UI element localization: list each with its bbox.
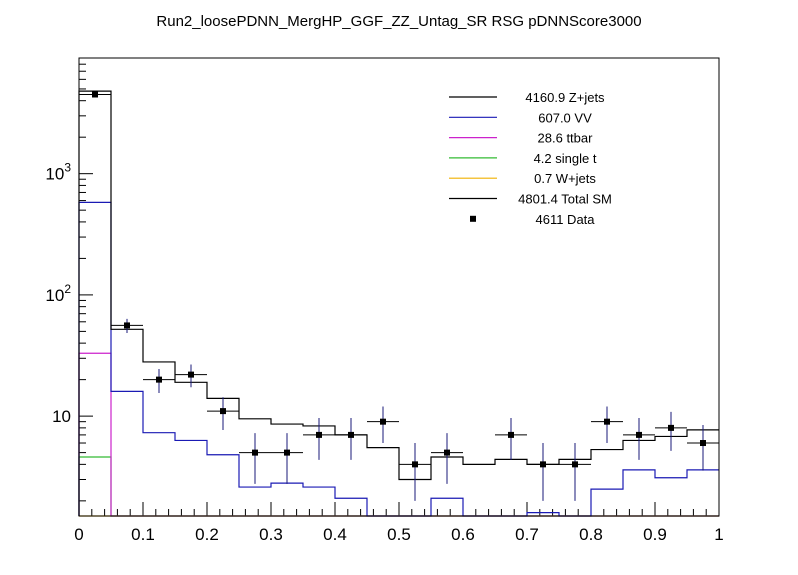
chart-title: Run2_loosePDNN_MergHP_GGF_ZZ_Untag_SR RS… bbox=[156, 13, 641, 30]
data-marker bbox=[92, 91, 98, 98]
data-point bbox=[527, 443, 559, 501]
data-point bbox=[687, 424, 719, 471]
data-marker bbox=[540, 461, 546, 468]
legend-label: 4160.9 Z+jets bbox=[525, 90, 605, 105]
data-marker bbox=[412, 461, 418, 468]
data-marker bbox=[380, 418, 386, 425]
legend-label: 4.2 single t bbox=[534, 151, 597, 166]
x-tick-label: 0.9 bbox=[643, 525, 667, 544]
data-point bbox=[431, 433, 463, 484]
series-total-sm bbox=[78, 90, 719, 516]
data-point bbox=[207, 397, 239, 430]
legend-label: 607.0 VV bbox=[538, 110, 592, 125]
data-point bbox=[559, 443, 591, 501]
x-tick-label: 0.8 bbox=[579, 525, 603, 544]
legend-entry: 28.6 ttbar bbox=[449, 131, 593, 146]
y-tick-label: 102 bbox=[45, 282, 71, 305]
legend-label: 4801.4 Total SM bbox=[518, 192, 612, 207]
data-marker bbox=[252, 449, 258, 456]
data-marker bbox=[220, 408, 226, 415]
legend-label: 4611 Data bbox=[535, 212, 595, 227]
legend-entry: 4160.9 Z+jets bbox=[449, 90, 605, 105]
data-point bbox=[367, 406, 399, 444]
data-point bbox=[655, 411, 687, 451]
data-marker bbox=[604, 418, 610, 425]
axis-ticks: 0 0.1 0.2 0.3 0.4 0.5 0.6 0.7 0.8 0.9 1 10 102 103 bbox=[45, 57, 724, 544]
data-marker bbox=[572, 461, 578, 468]
legend-entry: 4.2 single t bbox=[449, 151, 597, 166]
data-marker bbox=[188, 371, 194, 378]
legend-entry: 4801.4 Total SM bbox=[449, 192, 612, 207]
data-point bbox=[623, 418, 655, 460]
data-point bbox=[79, 91, 111, 98]
x-tick-label: 0.5 bbox=[387, 525, 411, 544]
x-tick-label: 0.2 bbox=[195, 525, 219, 544]
data-point bbox=[271, 433, 303, 484]
plot-frame bbox=[78, 57, 720, 517]
data-marker bbox=[668, 424, 674, 431]
legend-label: 0.7 W+jets bbox=[534, 171, 596, 186]
data-point bbox=[239, 433, 271, 484]
data-point bbox=[111, 318, 143, 333]
legend-entry: 607.0 VV bbox=[449, 110, 592, 125]
legend: 4160.9 Z+jets 607.0 VV 28.6 ttbar 4.2 singl… bbox=[449, 90, 612, 227]
data-point bbox=[143, 369, 175, 393]
data-marker bbox=[284, 449, 290, 456]
data-marker bbox=[444, 449, 450, 456]
data-point bbox=[591, 406, 623, 444]
data-point bbox=[335, 418, 367, 460]
data-marker bbox=[508, 431, 514, 438]
data-marker bbox=[316, 431, 322, 438]
data-marker bbox=[156, 376, 162, 383]
legend-entry: 4611 Data bbox=[470, 212, 595, 227]
data-marker bbox=[636, 431, 642, 438]
data-point bbox=[175, 364, 207, 388]
legend-label: 28.6 ttbar bbox=[538, 131, 594, 146]
x-tick-label: 0.7 bbox=[515, 525, 539, 544]
x-tick-label: 0 bbox=[74, 525, 83, 544]
legend-marker bbox=[470, 215, 476, 222]
x-tick-label: 0.1 bbox=[131, 525, 155, 544]
x-tick-label: 0.6 bbox=[451, 525, 475, 544]
x-tick-label: 0.3 bbox=[259, 525, 283, 544]
legend-entry: 0.7 W+jets bbox=[449, 171, 596, 186]
x-tick-label: 1 bbox=[714, 525, 723, 544]
data-marker bbox=[700, 440, 706, 447]
data-point bbox=[399, 443, 431, 501]
data-point bbox=[303, 418, 335, 460]
data-marker bbox=[348, 431, 354, 438]
y-tick-label: 103 bbox=[45, 161, 71, 184]
y-tick-label: 10 bbox=[52, 407, 71, 426]
data-marker bbox=[124, 322, 130, 329]
data-points bbox=[79, 91, 719, 501]
data-point bbox=[495, 418, 527, 460]
x-tick-label: 0.4 bbox=[323, 525, 347, 544]
